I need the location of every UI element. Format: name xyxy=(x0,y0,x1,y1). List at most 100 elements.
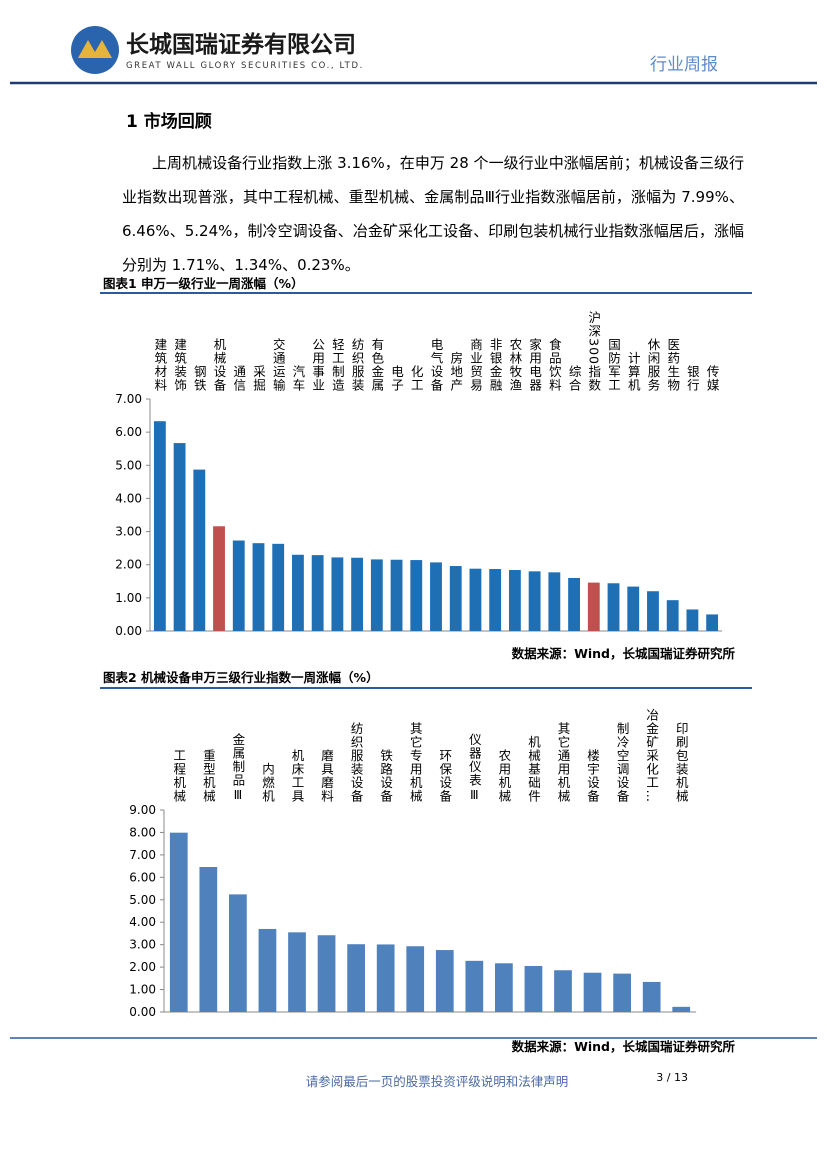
x-tick-label: 金属制品Ⅲ xyxy=(230,732,245,803)
bar xyxy=(548,572,561,631)
x-tick-label: 农用机械 xyxy=(496,749,511,803)
x-tick-label: 采掘 xyxy=(251,365,266,392)
x-tick-label: 银行 xyxy=(685,365,700,392)
company-en: GREAT WALL GLORY SECURITIES CO., LTD. xyxy=(126,61,364,71)
y-tick-label: 4.00 xyxy=(129,915,156,929)
x-tick-label: 轻工制造 xyxy=(330,338,345,392)
x-tick-label: 房地产 xyxy=(448,351,463,393)
x-tick-label: 计算机 xyxy=(626,352,641,393)
x-tick-label: 冶金矿采化工… xyxy=(644,709,659,804)
bar xyxy=(193,469,206,631)
x-tick-label: 工程机械 xyxy=(171,749,186,803)
x-tick-label: 钢铁 xyxy=(192,365,207,392)
bar xyxy=(435,950,454,1012)
bar xyxy=(232,540,245,631)
x-tick-label: 机床工具 xyxy=(290,749,305,803)
x-tick-label: 食品饮料 xyxy=(547,337,562,392)
bar xyxy=(706,614,719,631)
bar xyxy=(252,543,265,631)
y-tick-label: 3.00 xyxy=(115,525,142,539)
bar xyxy=(390,559,403,631)
y-tick-label: 7.00 xyxy=(115,392,142,406)
bar xyxy=(528,571,541,631)
x-tick-label: 制冷空调设备 xyxy=(615,722,630,803)
bar xyxy=(213,526,225,631)
x-tick-label: 建筑装饰 xyxy=(172,338,187,392)
x-tick-label: 化工 xyxy=(409,365,424,392)
bar xyxy=(153,421,166,631)
x-tick-label: 纺织服装设备 xyxy=(349,722,364,803)
bar xyxy=(666,600,679,631)
x-tick-label: 国防军工 xyxy=(606,338,621,392)
x-tick-label: 电子 xyxy=(389,365,404,392)
bar xyxy=(469,568,482,631)
bar xyxy=(587,582,600,631)
x-tick-label: 医药生物 xyxy=(665,338,680,392)
bar xyxy=(169,832,188,1012)
bar xyxy=(406,946,425,1012)
x-tick-label: 纺织服装 xyxy=(350,338,365,392)
x-tick-label: 非银金融 xyxy=(488,338,503,392)
logo-mark xyxy=(78,40,112,58)
y-tick-label: 5.00 xyxy=(129,893,156,907)
bar xyxy=(613,973,631,1012)
x-tick-label: 综合 xyxy=(567,365,582,392)
bar xyxy=(272,543,285,631)
x-tick-label: 仪器仪表Ⅲ xyxy=(467,733,482,803)
x-tick-label: 沪深300指数 xyxy=(586,311,601,392)
x-tick-label: 有色金属 xyxy=(369,338,384,392)
y-tick-label: 9.00 xyxy=(129,803,156,817)
chart-title: 图表1 申万一级行业一周涨幅（%） xyxy=(103,276,304,291)
bar xyxy=(292,554,304,631)
y-tick-label: 8.00 xyxy=(129,825,156,839)
bar xyxy=(642,981,661,1012)
bar xyxy=(347,944,365,1012)
y-tick-label: 2.00 xyxy=(115,558,142,572)
y-tick-label: 1.00 xyxy=(129,983,156,997)
bar xyxy=(686,609,699,631)
bar xyxy=(607,583,620,631)
bar xyxy=(465,960,484,1012)
x-tick-label: 其它通用机械 xyxy=(556,722,571,803)
y-tick-label: 0.00 xyxy=(129,1005,156,1019)
x-tick-label: 机械设备 xyxy=(212,338,227,392)
bar xyxy=(351,557,364,631)
x-tick-label: 铁路设备 xyxy=(378,749,393,803)
section-title: 1 市场回顾 xyxy=(126,111,212,132)
y-tick-label: 3.00 xyxy=(129,938,156,952)
y-tick-label: 4.00 xyxy=(115,491,142,505)
bar xyxy=(489,569,502,631)
page-number: 3 / 13 xyxy=(656,1071,688,1084)
x-tick-label: 电气设备 xyxy=(429,338,444,392)
bar xyxy=(672,1006,691,1012)
source: 数据来源：Wind，长城国瑞证券研究所 xyxy=(511,1039,736,1054)
x-tick-label: 环保设备 xyxy=(437,749,452,803)
x-tick-label: 农林牧渔 xyxy=(507,338,522,392)
company-name: 长城国瑞证券有限公司 xyxy=(126,31,356,58)
bar xyxy=(647,591,659,631)
bar xyxy=(627,586,640,631)
y-tick-label: 5.00 xyxy=(115,458,142,472)
y-tick-label: 1.00 xyxy=(115,591,142,605)
y-tick-label: 7.00 xyxy=(129,848,156,862)
bar xyxy=(173,443,186,631)
paragraph: 上周机械设备行业指数上涨 3.16%，在申万 28 个一级行业中涨幅居前；机械设… xyxy=(122,154,744,274)
source: 数据来源：Wind，长城国瑞证券研究所 xyxy=(511,646,736,661)
bar xyxy=(229,894,247,1012)
bar xyxy=(258,928,277,1012)
x-tick-label: 机械基础件 xyxy=(526,736,541,804)
bar xyxy=(568,577,580,631)
bar xyxy=(449,566,462,631)
x-tick-label: 公用事业 xyxy=(310,338,325,392)
x-tick-label: 印刷包装机械 xyxy=(674,722,689,803)
y-tick-label: 2.00 xyxy=(129,960,156,974)
x-tick-label: 建筑材料 xyxy=(152,338,167,392)
bar xyxy=(583,972,602,1012)
bar xyxy=(199,867,218,1012)
bar xyxy=(317,935,336,1012)
x-tick-label: 传媒 xyxy=(705,364,720,392)
bar xyxy=(430,562,442,631)
bar xyxy=(376,944,395,1012)
